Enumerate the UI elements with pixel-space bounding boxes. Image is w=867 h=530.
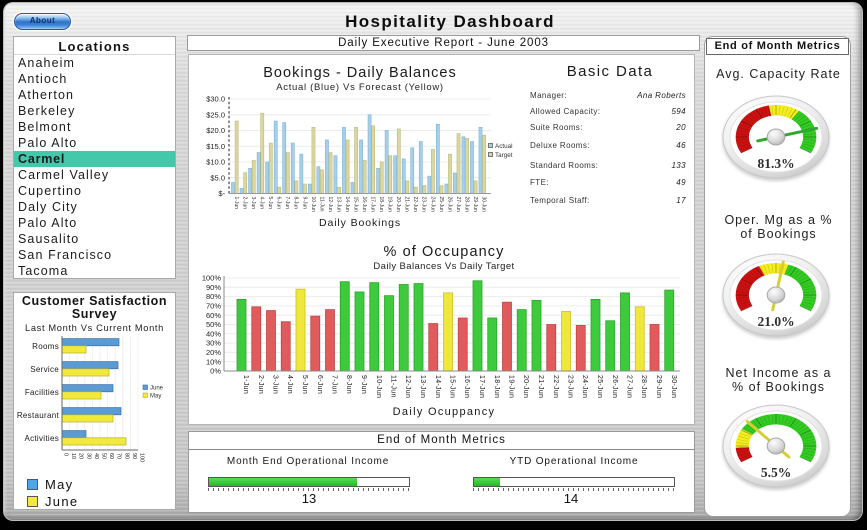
svg-text:8-Jun: 8-Jun bbox=[293, 197, 299, 210]
svg-text:80%: 80% bbox=[206, 292, 221, 301]
svg-text:11-Jun: 11-Jun bbox=[390, 375, 397, 398]
svg-text:28-Jun: 28-Jun bbox=[463, 197, 469, 213]
svg-text:26-Jun: 26-Jun bbox=[446, 197, 452, 213]
svg-text:June: June bbox=[150, 386, 164, 392]
svg-text:Restaurant: Restaurant bbox=[17, 411, 59, 420]
svg-text:$15.0: $15.0 bbox=[206, 142, 225, 151]
svg-text:1-Jun: 1-Jun bbox=[233, 197, 239, 210]
svg-text:0: 0 bbox=[63, 453, 69, 456]
svg-text:27-Jun: 27-Jun bbox=[455, 197, 461, 213]
svg-text:$10.0: $10.0 bbox=[206, 158, 225, 167]
svg-text:25-Jun: 25-Jun bbox=[438, 197, 444, 213]
svg-text:17-Jun: 17-Jun bbox=[478, 375, 485, 398]
svg-text:29-Jun: 29-Jun bbox=[472, 197, 478, 213]
svg-text:30: 30 bbox=[85, 453, 91, 459]
svg-text:$-: $- bbox=[218, 189, 225, 198]
svg-text:1-Jun: 1-Jun bbox=[242, 375, 249, 394]
svg-text:22-Jun: 22-Jun bbox=[552, 375, 559, 398]
svg-text:Service: Service bbox=[30, 365, 59, 374]
svg-text:60%: 60% bbox=[206, 311, 221, 320]
svg-text:9-Jun: 9-Jun bbox=[360, 375, 367, 394]
svg-text:29-Jun: 29-Jun bbox=[655, 375, 662, 398]
svg-text:5-Jun: 5-Jun bbox=[267, 197, 273, 210]
svg-text:40%: 40% bbox=[206, 329, 221, 338]
svg-text:20%: 20% bbox=[206, 348, 221, 357]
svg-text:22-Jun: 22-Jun bbox=[412, 197, 418, 213]
svg-text:10: 10 bbox=[70, 453, 76, 459]
svg-text:20: 20 bbox=[78, 453, 84, 459]
svg-text:4-Jun: 4-Jun bbox=[259, 197, 265, 210]
svg-text:80: 80 bbox=[123, 453, 129, 459]
svg-text:81.3%: 81.3% bbox=[757, 156, 794, 171]
svg-text:70%: 70% bbox=[206, 302, 221, 311]
svg-text:30-Jun: 30-Jun bbox=[670, 375, 677, 398]
svg-text:50%: 50% bbox=[206, 320, 221, 329]
svg-text:$5.0: $5.0 bbox=[210, 173, 225, 182]
svg-text:15-Jun: 15-Jun bbox=[353, 197, 359, 213]
svg-text:14-Jun: 14-Jun bbox=[434, 375, 441, 398]
svg-text:10%: 10% bbox=[206, 357, 221, 366]
svg-text:$20.0: $20.0 bbox=[206, 126, 225, 135]
svg-text:13-Jun: 13-Jun bbox=[419, 375, 426, 398]
svg-text:$30.0: $30.0 bbox=[206, 95, 225, 104]
svg-text:24-Jun: 24-Jun bbox=[581, 375, 588, 398]
svg-text:5.5%: 5.5% bbox=[761, 465, 791, 480]
svg-text:3-Jun: 3-Jun bbox=[272, 375, 279, 394]
svg-text:21-Jun: 21-Jun bbox=[537, 375, 544, 398]
svg-text:11-Jun: 11-Jun bbox=[318, 197, 324, 212]
svg-text:30%: 30% bbox=[206, 339, 221, 348]
svg-text:20-Jun: 20-Jun bbox=[522, 375, 529, 398]
svg-text:23-Jun: 23-Jun bbox=[567, 375, 574, 398]
svg-text:6-Jun: 6-Jun bbox=[316, 375, 323, 394]
svg-text:Facilities: Facilities bbox=[25, 388, 59, 397]
svg-text:18-Jun: 18-Jun bbox=[378, 197, 384, 213]
svg-text:70: 70 bbox=[116, 453, 122, 459]
svg-text:4-Jun: 4-Jun bbox=[286, 375, 293, 394]
svg-text:14-Jun: 14-Jun bbox=[344, 197, 350, 213]
svg-text:13-Jun: 13-Jun bbox=[335, 197, 341, 213]
svg-text:50: 50 bbox=[101, 453, 107, 459]
svg-text:21-Jun: 21-Jun bbox=[404, 197, 410, 213]
svg-text:25-Jun: 25-Jun bbox=[596, 375, 603, 398]
svg-text:Rooms: Rooms bbox=[32, 342, 59, 351]
svg-text:$25.0: $25.0 bbox=[206, 110, 225, 119]
svg-text:0%: 0% bbox=[210, 367, 221, 376]
svg-text:24-Jun: 24-Jun bbox=[429, 197, 435, 213]
svg-text:16-Jun: 16-Jun bbox=[361, 197, 367, 213]
svg-text:19-Jun: 19-Jun bbox=[387, 197, 393, 213]
svg-text:15-Jun: 15-Jun bbox=[449, 375, 456, 398]
svg-text:10-Jun: 10-Jun bbox=[310, 197, 316, 213]
svg-text:28-Jun: 28-Jun bbox=[640, 375, 647, 398]
svg-text:100: 100 bbox=[139, 453, 145, 462]
svg-text:Activities: Activities bbox=[24, 434, 59, 443]
svg-text:5-Jun: 5-Jun bbox=[301, 375, 308, 394]
svg-text:May: May bbox=[150, 394, 161, 400]
svg-text:60: 60 bbox=[108, 453, 114, 459]
svg-text:3-Jun: 3-Jun bbox=[250, 197, 256, 210]
svg-text:18-Jun: 18-Jun bbox=[493, 375, 500, 398]
svg-text:27-Jun: 27-Jun bbox=[626, 375, 633, 398]
svg-text:23-Jun: 23-Jun bbox=[421, 197, 427, 213]
svg-text:8-Jun: 8-Jun bbox=[345, 375, 352, 394]
svg-text:16-Jun: 16-Jun bbox=[463, 375, 470, 398]
svg-text:40: 40 bbox=[93, 453, 99, 459]
svg-text:7-Jun: 7-Jun bbox=[331, 375, 338, 394]
svg-text:90%: 90% bbox=[206, 283, 221, 292]
svg-text:20-Jun: 20-Jun bbox=[395, 197, 401, 213]
svg-text:26-Jun: 26-Jun bbox=[611, 375, 618, 398]
svg-text:10-Jun: 10-Jun bbox=[375, 375, 382, 398]
svg-text:9-Jun: 9-Jun bbox=[301, 197, 307, 210]
svg-text:12-Jun: 12-Jun bbox=[404, 375, 411, 398]
svg-text:12-Jun: 12-Jun bbox=[327, 197, 333, 213]
svg-text:7-Jun: 7-Jun bbox=[284, 197, 290, 210]
svg-text:100%: 100% bbox=[202, 274, 222, 283]
svg-text:6-Jun: 6-Jun bbox=[276, 197, 282, 210]
svg-text:21.0%: 21.0% bbox=[757, 314, 794, 329]
svg-text:2-Jun: 2-Jun bbox=[257, 375, 264, 394]
svg-text:17-Jun: 17-Jun bbox=[370, 197, 376, 213]
svg-text:30-Jun: 30-Jun bbox=[481, 197, 487, 213]
svg-text:19-Jun: 19-Jun bbox=[508, 375, 515, 398]
svg-text:2-Jun: 2-Jun bbox=[242, 197, 248, 210]
svg-text:90: 90 bbox=[131, 453, 137, 459]
